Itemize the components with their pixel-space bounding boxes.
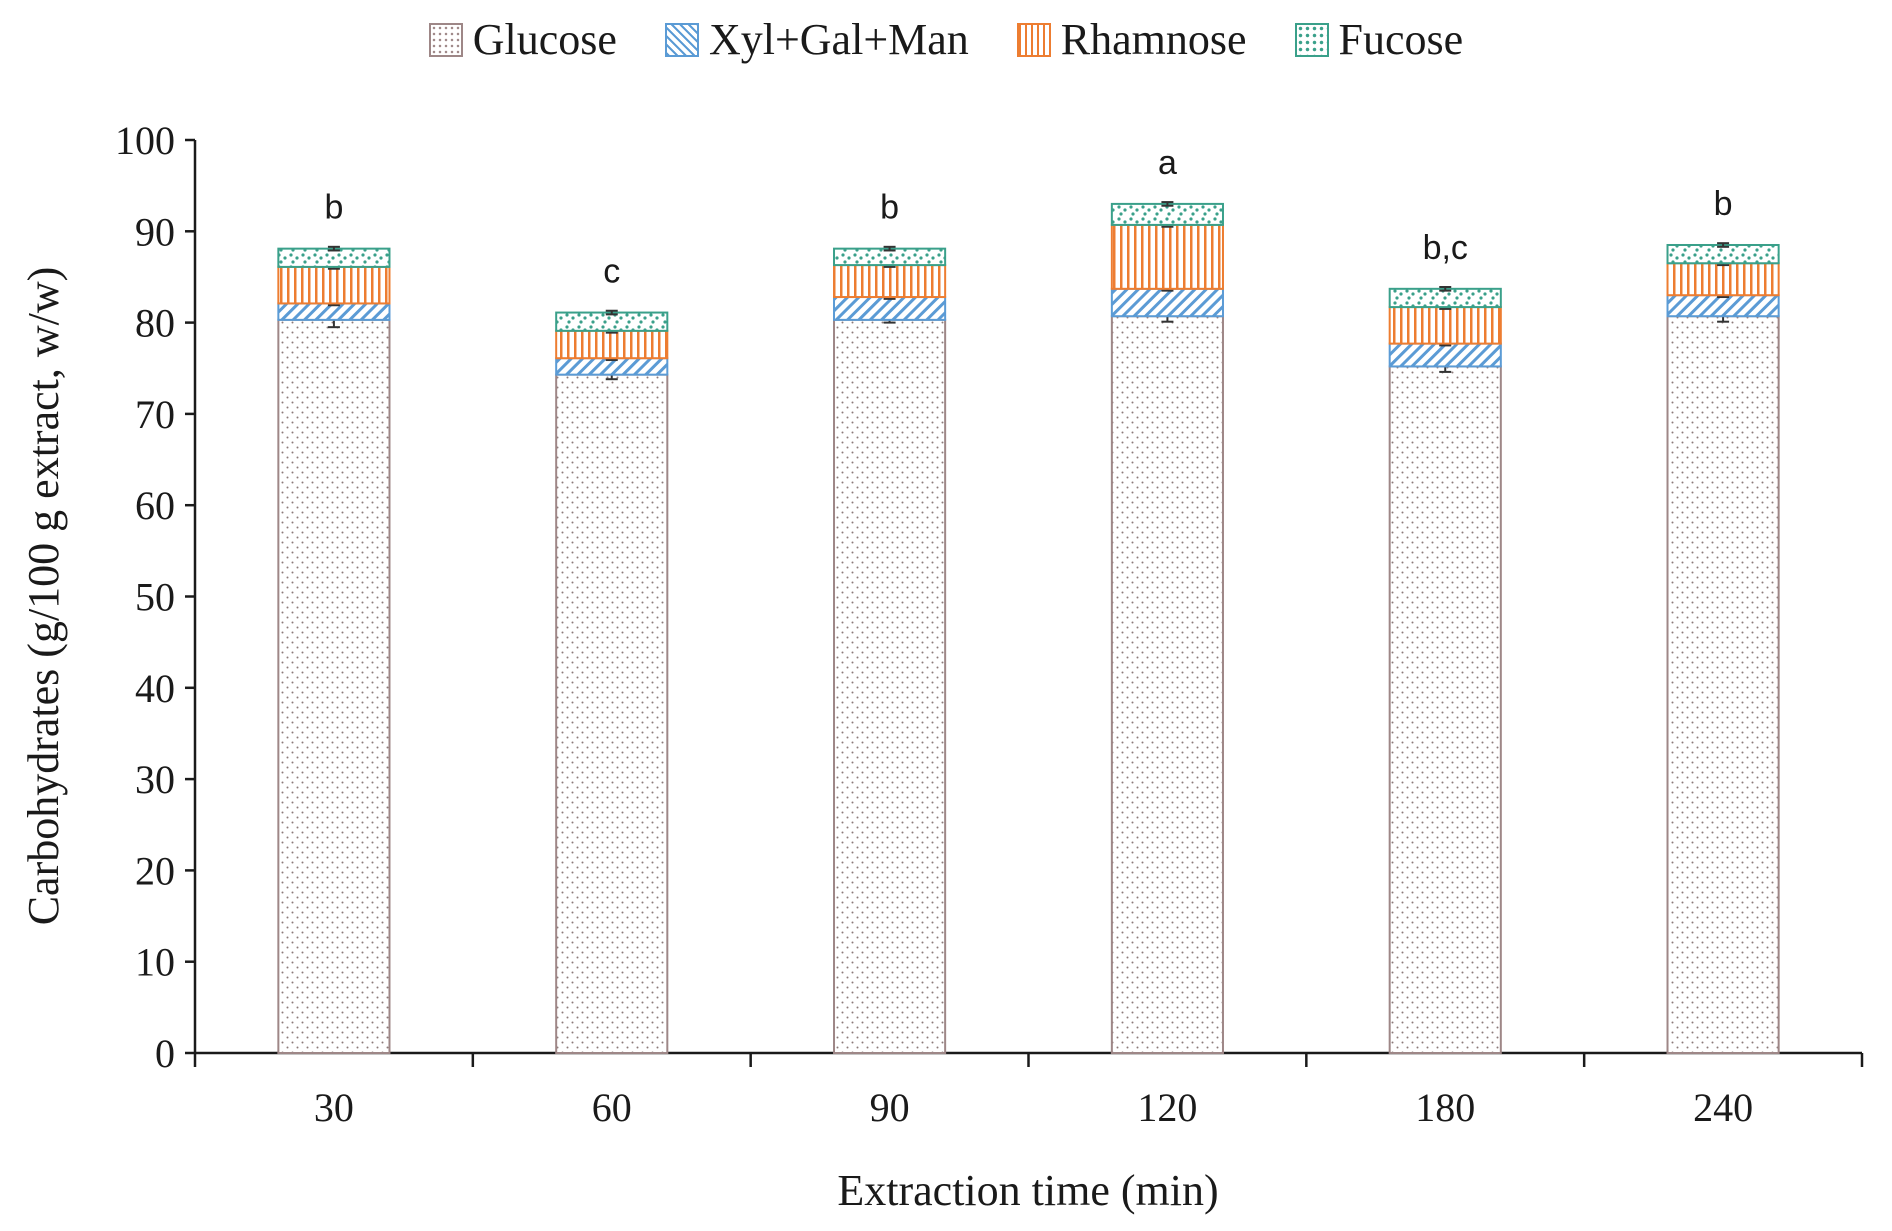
y-tick-label: 10 [135, 940, 175, 985]
bar-segment-rhamnose [833, 264, 947, 299]
significance-label: a [1158, 144, 1177, 182]
fucose-swatch-icon [1294, 22, 1329, 57]
y-tick-label: 20 [135, 848, 175, 893]
bar-segment-glucose [1110, 315, 1224, 1055]
x-axis-title: Extraction time (min) [837, 1166, 1218, 1215]
significance-label: b [324, 189, 343, 227]
y-tick-label: 0 [155, 1031, 175, 1076]
x-tick-label: 180 [1415, 1085, 1475, 1130]
y-tick-label: 90 [135, 209, 175, 254]
bar-segment-glucose [1666, 315, 1780, 1055]
significance-label: b,c [1423, 229, 1468, 267]
bar-segment-glucose [833, 318, 947, 1054]
axes [193, 140, 1862, 1055]
y-tick-label: 30 [135, 757, 175, 802]
y-tick-label: 80 [135, 301, 175, 346]
significance-labels: b c b a b,c b [324, 144, 1732, 291]
bar-segment-xyl-gal-man [1388, 342, 1502, 368]
bars [277, 201, 1780, 1055]
legend-item-glucose: Glucose [428, 14, 617, 65]
legend: Glucose Xyl+Gal+Man Rhamnose Fucose [0, 14, 1892, 65]
y-axis-title: Carbohydrates (g/100 g extract, w/w) [19, 267, 68, 926]
y-tick-label: 100 [115, 118, 175, 163]
bar-segment-glucose [555, 373, 669, 1054]
bar-segment-rhamnose [277, 265, 391, 305]
bar-segment-glucose [1388, 365, 1502, 1054]
significance-label: b [880, 189, 899, 227]
legend-item-xyl-gal-man: Xyl+Gal+Man [664, 14, 969, 65]
legend-label-glucose: Glucose [472, 15, 617, 64]
bar-segment-glucose [277, 318, 391, 1054]
legend-item-rhamnose: Rhamnose [1016, 14, 1247, 65]
bar-segment-xyl-gal-man [1666, 294, 1780, 318]
legend-label-fucose: Fucose [1338, 15, 1464, 64]
significance-label: b [1714, 185, 1733, 223]
bar-segment-xyl-gal-man [833, 296, 947, 321]
x-ticks: 30 60 90 120 180 240 [193, 1053, 1864, 1130]
glucose-swatch-icon [428, 22, 463, 57]
legend-item-fucose: Fucose [1294, 14, 1464, 65]
y-ticks: 0 10 20 30 40 50 60 70 80 90 100 [115, 118, 195, 1076]
bar-segment-rhamnose [555, 329, 669, 360]
significance-label: c [603, 253, 620, 291]
x-tick-label: 90 [870, 1085, 910, 1130]
xyl-gal-man-swatch-icon [664, 22, 699, 57]
rhamnose-swatch-icon [1016, 22, 1051, 57]
legend-label-rhamnose: Rhamnose [1060, 15, 1247, 64]
bar-segment-rhamnose [1110, 223, 1224, 290]
bar-segment-xyl-gal-man [1110, 287, 1224, 318]
x-tick-label: 240 [1693, 1085, 1753, 1130]
bar-segment-fucose [1110, 202, 1224, 226]
legend-label-xyl-gal-man: Xyl+Gal+Man [708, 15, 969, 64]
bar-segment-rhamnose [1388, 306, 1502, 345]
x-tick-label: 60 [592, 1085, 632, 1130]
y-tick-label: 40 [135, 666, 175, 711]
x-tick-label: 120 [1137, 1085, 1197, 1130]
y-tick-label: 50 [135, 575, 175, 620]
x-tick-label: 30 [314, 1085, 354, 1130]
bar-segment-rhamnose [1666, 262, 1780, 297]
y-tick-label: 70 [135, 392, 175, 437]
y-tick-label: 60 [135, 483, 175, 528]
